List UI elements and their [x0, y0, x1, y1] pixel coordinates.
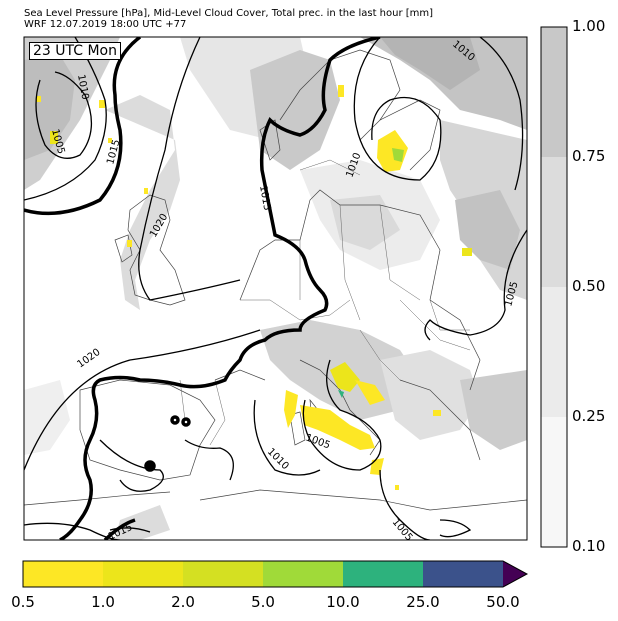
- precip-colorbar-extend-arrow: [503, 561, 527, 587]
- isobars: [24, 37, 527, 540]
- cloud-cover-colorbar: [540, 26, 568, 548]
- cloud-colorbar-tick: 1.00: [572, 17, 606, 35]
- precip-colorbar-tick: 5.0: [251, 593, 275, 611]
- isobar-label: 1015: [257, 185, 272, 212]
- precipitation-layer: [36, 85, 472, 490]
- cloud-colorbar-tick: 0.10: [572, 537, 606, 555]
- cloud-colorbar-tick: 0.50: [572, 277, 606, 295]
- cloud-colorbar-band: [541, 417, 567, 547]
- precip-colorbar: [22, 560, 529, 588]
- cloud-colorbar-band: [541, 27, 567, 157]
- cloud-colorbar-band: [541, 287, 567, 417]
- precip-colorbar-band: [263, 561, 343, 587]
- country-borders: [179, 159, 471, 446]
- valid-time-label: 23 UTC Mon: [29, 42, 121, 60]
- model-run-subtitle: WRF 12.07.2019 18:00 UTC +77: [24, 19, 187, 30]
- precip-colorbar-band: [183, 561, 263, 587]
- map-frame: [23, 36, 528, 541]
- precip-colorbar-tick: 50.0: [486, 593, 520, 611]
- cloud-colorbar-tick: 0.25: [572, 407, 606, 425]
- cloud-colorbar-tick: 0.75: [572, 147, 606, 165]
- precip-colorbar-band: [103, 561, 183, 587]
- precip-colorbar-tick: 1.0: [91, 593, 115, 611]
- precip-colorbar-band: [23, 561, 103, 587]
- isobar-1015: [24, 37, 381, 540]
- precip-colorbar-tick: 25.0: [406, 593, 440, 611]
- precip-colorbar-band: [423, 561, 503, 587]
- precip-colorbar-tick: 10.0: [326, 593, 360, 611]
- map-title: Sea Level Pressure [hPa], Mid-Level Clou…: [24, 8, 434, 19]
- isobar-label: 1010: [75, 74, 90, 101]
- cloud-cover-layer: [24, 37, 527, 540]
- precip-colorbar-tick: 0.5: [11, 593, 35, 611]
- precip-colorbar-band: [343, 561, 423, 587]
- precip-colorbar-tick: 2.0: [171, 593, 195, 611]
- cloud-colorbar-band: [541, 157, 567, 287]
